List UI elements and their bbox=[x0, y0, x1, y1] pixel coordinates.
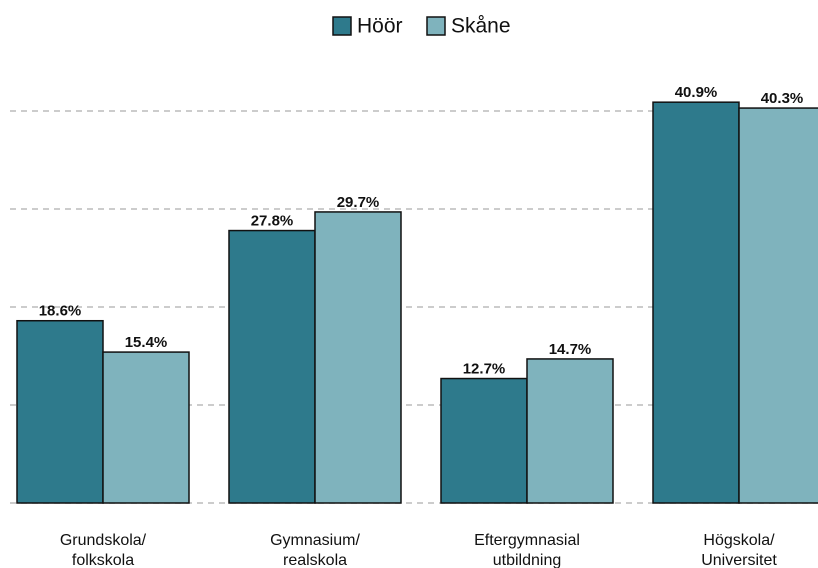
value-label: 27.8% bbox=[251, 213, 294, 230]
legend-swatch bbox=[332, 16, 352, 36]
value-label: 40.3% bbox=[761, 90, 804, 107]
value-label: 14.7% bbox=[549, 341, 592, 358]
x-tick-label: Gymnasium/realskola bbox=[270, 532, 360, 568]
x-tick-label: Eftergymnasial utbildning bbox=[474, 532, 580, 568]
x-tick-label: Grundskola/folkskola bbox=[60, 532, 147, 568]
x-tick-label: Högskola/Universitet bbox=[701, 532, 777, 568]
value-label: 40.9% bbox=[675, 84, 718, 101]
bar bbox=[526, 358, 614, 504]
value-label: 29.7% bbox=[337, 194, 380, 211]
bar bbox=[314, 211, 402, 504]
legend-swatch bbox=[426, 16, 446, 36]
legend-label: Höör bbox=[357, 15, 403, 38]
value-label: 18.6% bbox=[39, 303, 82, 320]
bar bbox=[652, 101, 740, 504]
value-label: 15.4% bbox=[125, 334, 168, 351]
bar bbox=[228, 229, 316, 504]
value-label: 12.7% bbox=[463, 361, 506, 378]
bar bbox=[440, 377, 528, 504]
bar bbox=[102, 351, 190, 504]
bar bbox=[738, 107, 818, 504]
bar bbox=[16, 319, 104, 504]
legend-label: Skåne bbox=[451, 15, 511, 38]
